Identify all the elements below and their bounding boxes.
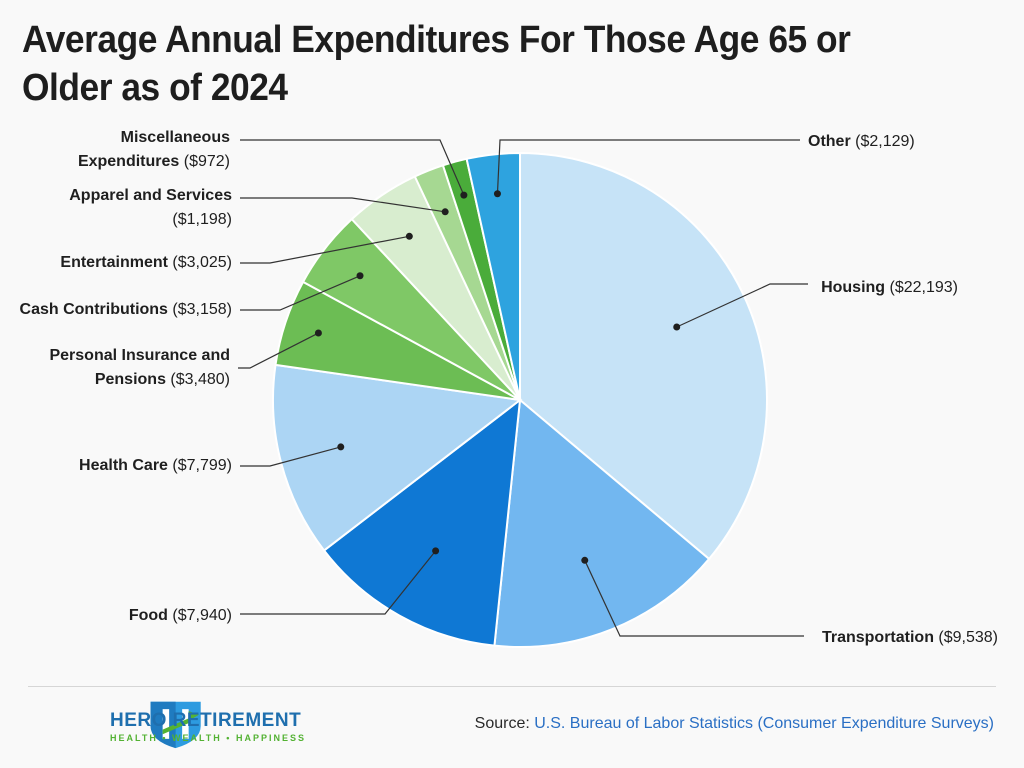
- leader-dot: [337, 443, 345, 451]
- pie-slice-food: [322, 397, 522, 647]
- footer-divider: [28, 686, 996, 687]
- leader-lines: [238, 139, 808, 637]
- slice-label: Health Care ($7,799): [79, 457, 232, 474]
- leader-dot: [356, 272, 364, 280]
- leader-line: [240, 446, 341, 467]
- source-note: Source: U.S. Bureau of Labor Statistics …: [475, 715, 994, 733]
- leader-line: [240, 139, 465, 196]
- leader-line: [676, 283, 808, 328]
- leader-line: [240, 275, 361, 311]
- slice-labels: Housing ($22,193) Transportation ($9,538)…: [20, 129, 998, 646]
- slice-label: Food ($7,940): [129, 607, 232, 624]
- slice-label: Transportation ($9,538): [822, 629, 998, 646]
- slice-label: Entertainment ($3,025): [60, 254, 232, 271]
- slice-label: Cash Contributions ($3,158): [20, 301, 232, 318]
- source-prefix: Source:: [474, 715, 530, 732]
- leader-dot: [441, 208, 449, 216]
- slice-label: Personal Insurance and Pensions ($3,480): [49, 347, 230, 388]
- pie-slice-transportation: [493, 398, 711, 648]
- slice-label: Other ($2,129): [808, 133, 915, 150]
- leader-dot: [460, 191, 468, 199]
- leader-dot: [405, 232, 413, 240]
- brand-name: HERO RETIREMENT: [110, 710, 302, 731]
- leader-line: [238, 332, 319, 369]
- leader-line: [240, 550, 437, 615]
- slice-label: Housing ($22,193): [821, 279, 958, 296]
- leader-dot: [493, 190, 501, 198]
- leader-dot: [432, 547, 440, 555]
- slice-label: Miscellaneous Expenditures ($972): [78, 129, 230, 170]
- hero-shield-logo-icon: [150, 701, 201, 749]
- brand-tagline: HEALTH • WEALTH • HAPPINESS: [110, 733, 306, 743]
- leader-dot: [314, 329, 322, 337]
- leader-dot: [673, 323, 681, 331]
- leader-dot: [581, 556, 589, 564]
- leader-line: [496, 139, 800, 194]
- pie-slice-other: [465, 151, 521, 401]
- source-link[interactable]: U.S. Bureau of Labor Statistics (Consume…: [534, 715, 994, 732]
- chart-title: Average Annual Expenditures For Those Ag…: [22, 19, 851, 109]
- pie-chart: Housing ($22,193) Transportation ($9,538)…: [20, 129, 998, 648]
- leader-line: [240, 197, 446, 213]
- leader-line: [240, 235, 410, 264]
- slice-label: Apparel and Services ($1,198): [69, 187, 232, 228]
- pie-slices: [272, 151, 768, 648]
- leader-line: [584, 560, 804, 637]
